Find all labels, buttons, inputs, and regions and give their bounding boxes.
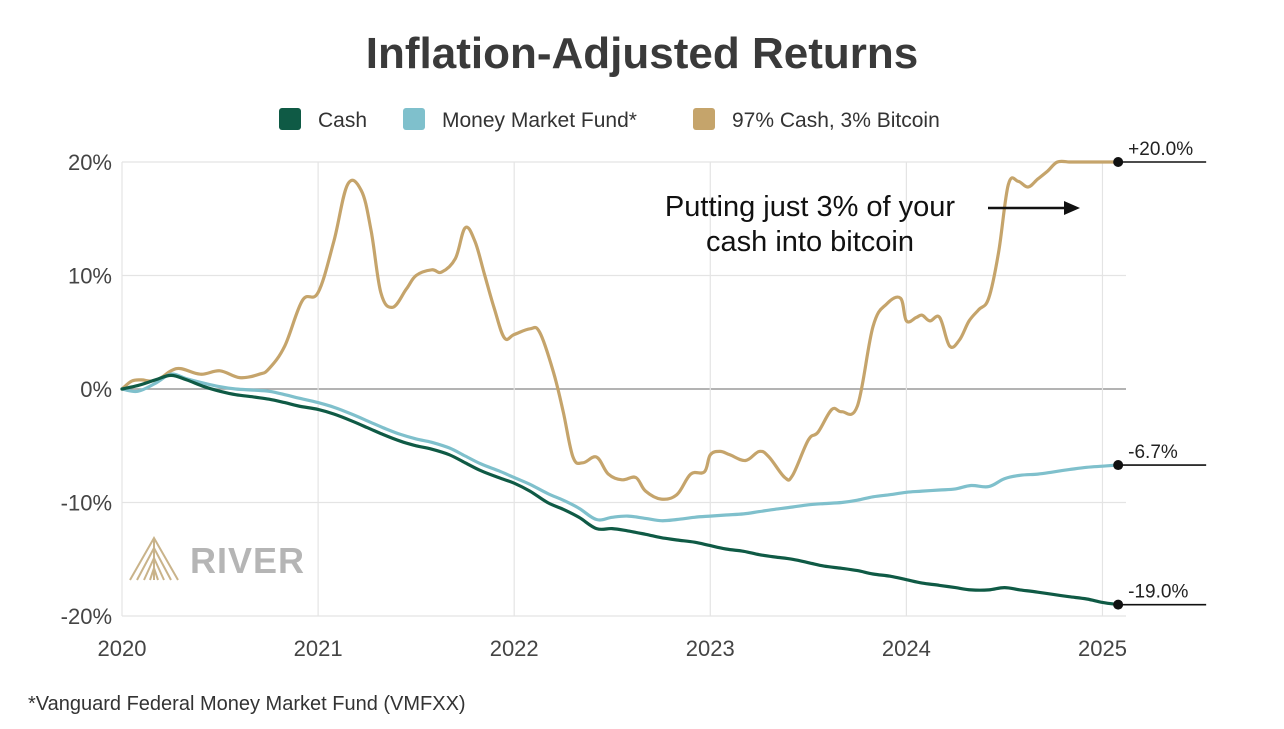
end-marker-btc xyxy=(1113,157,1124,167)
x-tick-label: 2021 xyxy=(294,636,343,661)
x-tick-label: 2024 xyxy=(882,636,931,661)
series-line-mmf xyxy=(120,372,1120,523)
x-tick-label: 2025 xyxy=(1078,636,1127,661)
legend-swatch-btc xyxy=(693,108,715,130)
x-tick-label: 2023 xyxy=(686,636,735,661)
y-tick-label: 20% xyxy=(68,150,112,175)
chart-title: Inflation-Adjusted Returns xyxy=(366,29,918,78)
annotation-arrowhead-icon xyxy=(1064,201,1080,215)
brand-name: RIVER xyxy=(190,540,305,581)
river-mountain-logo-icon xyxy=(129,535,179,581)
series-line-cash xyxy=(120,373,1120,607)
annotation-line-1: Putting just 3% of your xyxy=(665,191,955,223)
end-label-cash: -19.0% xyxy=(1128,582,1188,603)
legend: Cash Money Market Fund* 97% Cash, 3% Bit… xyxy=(279,108,940,132)
footnote: *Vanguard Federal Money Market Fund (VMF… xyxy=(28,693,466,715)
annotation: Putting just 3% of your cash into bitcoi… xyxy=(665,191,1080,258)
annotation-line-2: cash into bitcoin xyxy=(706,226,914,258)
y-tick-label: 0% xyxy=(80,377,112,402)
y-tick-label: -20% xyxy=(61,604,112,629)
y-tick-label: 10% xyxy=(68,264,112,289)
y-tick-label: -10% xyxy=(61,491,112,516)
axis-labels: 20% 10% 0% -10% -20% 2020 2021 2022 2023 2024 2025 xyxy=(61,150,1127,661)
end-label-btc: +20.0% xyxy=(1128,139,1193,160)
watermark: RIVER xyxy=(129,535,305,581)
series-lines xyxy=(120,159,1120,607)
end-label-mmf: -6.7% xyxy=(1128,442,1178,463)
legend-swatch-cash xyxy=(279,108,301,130)
legend-label-mmf: Money Market Fund* xyxy=(442,109,637,132)
legend-swatch-mmf xyxy=(403,108,425,130)
legend-label-btc: 97% Cash, 3% Bitcoin xyxy=(732,109,940,132)
legend-label-cash: Cash xyxy=(318,109,367,132)
end-marker-mmf xyxy=(1113,460,1124,471)
end-labels: -19.0% -6.7% +20.0% xyxy=(1113,139,1207,610)
series-line-btc xyxy=(120,159,1120,501)
x-tick-label: 2020 xyxy=(98,636,147,661)
end-marker-cash xyxy=(1113,599,1124,610)
x-tick-label: 2022 xyxy=(490,636,539,661)
